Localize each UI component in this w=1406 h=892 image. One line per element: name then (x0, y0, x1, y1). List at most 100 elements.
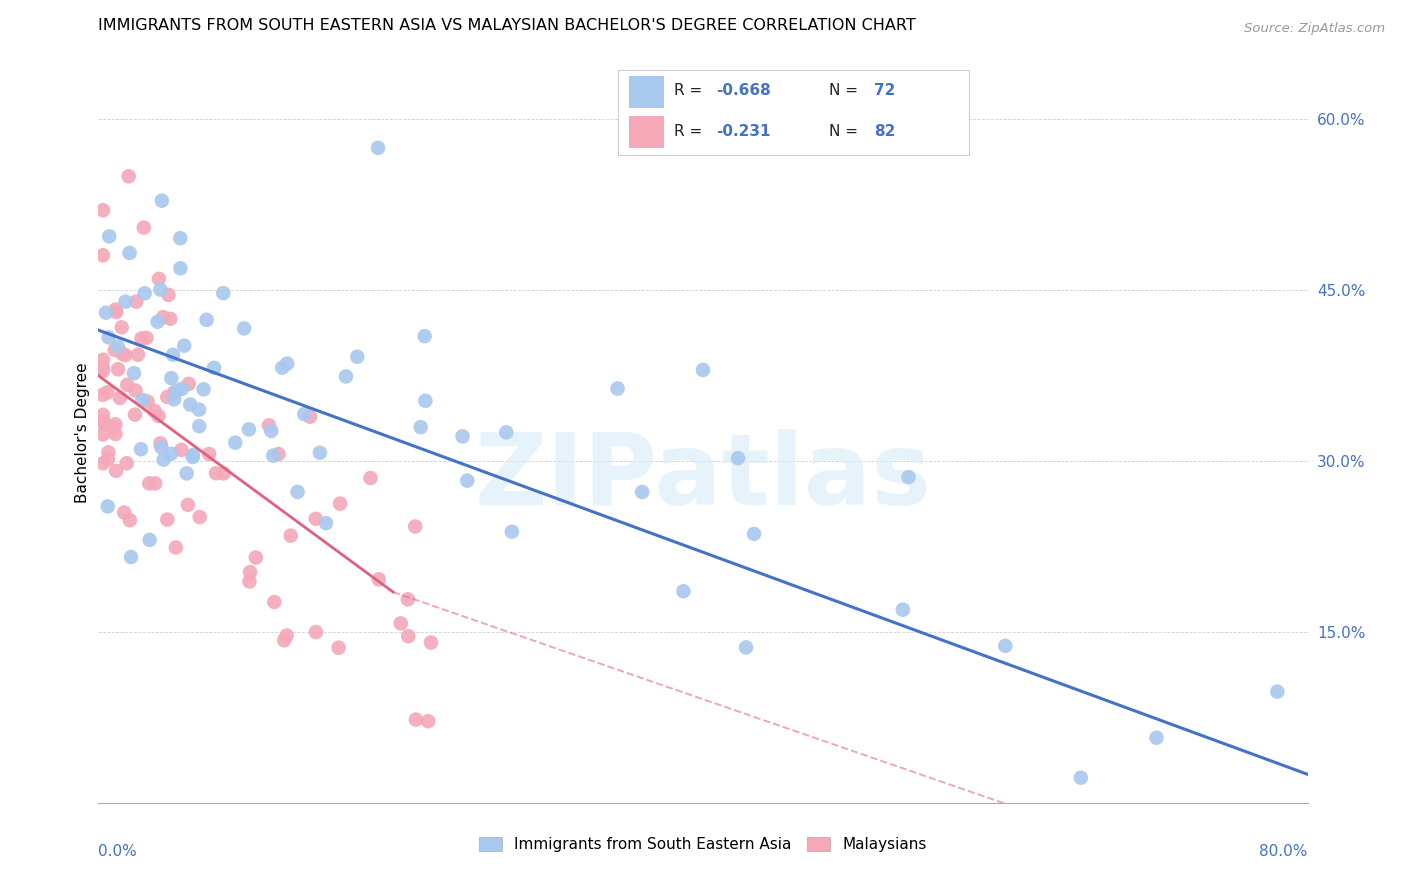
Point (328, 640, 350, 655)
Point (305, 625, 328, 640)
Point (413, 329, 436, 343)
Point (263, 595, 285, 609)
Point (131, 392, 153, 407)
Point (169, 231, 191, 245)
Point (212, 286, 235, 301)
Point (193, 382, 215, 396)
Point (136, 394, 159, 409)
Point (177, 376, 200, 391)
Point (143, 476, 166, 491)
Point (94, 306, 117, 320)
Point (742, 527, 765, 541)
Point (143, 404, 166, 418)
Point (91, 408, 114, 422)
Point (420, 635, 443, 649)
Point (129, 442, 152, 457)
Point (1267, 684, 1289, 698)
Text: ZIPatlas: ZIPatlas (475, 428, 931, 525)
Point (122, 366, 145, 380)
Point (672, 584, 695, 599)
Point (103, 420, 125, 434)
Point (346, 350, 368, 364)
Point (138, 533, 160, 547)
Point (160, 447, 183, 461)
Point (188, 402, 211, 417)
Point (315, 516, 337, 530)
Point (181, 450, 204, 464)
Point (156, 512, 179, 526)
Point (132, 220, 155, 235)
Point (91, 203, 114, 218)
Point (292, 407, 315, 421)
Point (108, 391, 131, 405)
Point (170, 442, 193, 457)
Point (125, 294, 148, 309)
Point (148, 409, 170, 423)
Point (104, 343, 127, 357)
Point (146, 315, 169, 329)
Point (138, 476, 160, 491)
Point (124, 384, 146, 398)
Point (501, 524, 523, 539)
Point (1144, 731, 1167, 745)
Point (335, 369, 357, 384)
Point (329, 497, 352, 511)
Point (114, 294, 136, 309)
Point (409, 420, 432, 434)
Point (606, 382, 628, 396)
Text: 0.0%: 0.0% (98, 844, 138, 858)
Point (418, 714, 440, 729)
Point (163, 385, 186, 400)
Point (97, 452, 120, 467)
Point (451, 429, 474, 443)
Point (104, 302, 127, 317)
Point (280, 528, 302, 542)
Point (631, 485, 654, 500)
Point (163, 392, 186, 407)
Point (198, 447, 221, 461)
Point (118, 169, 141, 184)
Point (396, 629, 419, 643)
Point (389, 616, 412, 631)
Point (117, 377, 139, 392)
Point (415, 393, 437, 408)
Point (120, 549, 142, 564)
Point (276, 357, 298, 371)
Point (238, 422, 260, 436)
Point (107, 362, 129, 376)
Point (257, 418, 280, 433)
Point (495, 425, 517, 440)
Point (91, 364, 114, 378)
Point (181, 448, 204, 462)
Point (97, 445, 120, 459)
Point (309, 446, 332, 460)
Point (202, 360, 225, 375)
Point (93, 417, 115, 432)
Point (367, 573, 389, 587)
Point (91, 456, 114, 470)
Point (91, 352, 114, 367)
Point (162, 348, 184, 362)
Point (135, 331, 157, 345)
Point (173, 339, 195, 353)
Point (118, 513, 141, 527)
Point (170, 382, 193, 396)
Point (115, 456, 138, 470)
Point (111, 320, 134, 334)
Point (404, 519, 426, 533)
Point (149, 436, 172, 450)
Text: IMMIGRANTS FROM SOUTH EASTERN ASIA VS MALAYSIAN BACHELOR'S DEGREE CORRELATION CH: IMMIGRANTS FROM SOUTH EASTERN ASIA VS MA… (98, 18, 917, 33)
Point (91, 414, 114, 428)
Point (160, 371, 183, 385)
Point (165, 541, 187, 555)
Point (260, 424, 283, 438)
Point (456, 474, 478, 488)
Point (124, 408, 146, 422)
Point (897, 470, 920, 484)
Point (97, 500, 120, 514)
Point (262, 449, 284, 463)
Point (104, 427, 127, 442)
Point (150, 194, 173, 208)
Point (98, 229, 121, 244)
Point (245, 550, 267, 565)
